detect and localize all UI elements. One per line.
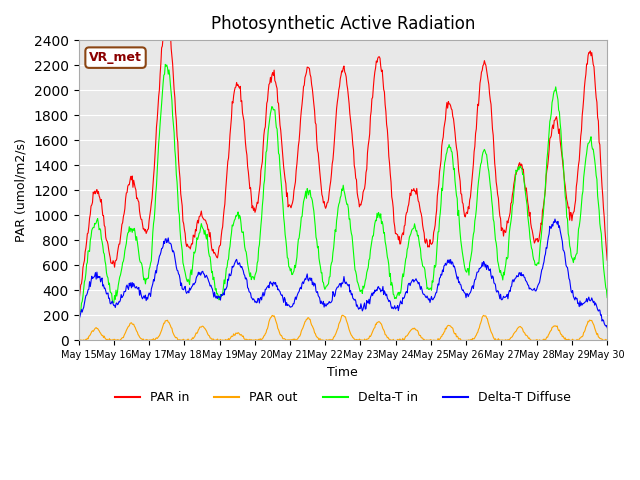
X-axis label: Time: Time xyxy=(328,366,358,379)
Legend: PAR in, PAR out, Delta-T in, Delta-T Diffuse: PAR in, PAR out, Delta-T in, Delta-T Dif… xyxy=(110,386,575,409)
Title: Photosynthetic Active Radiation: Photosynthetic Active Radiation xyxy=(211,15,475,33)
Text: VR_met: VR_met xyxy=(89,51,142,64)
Y-axis label: PAR (umol/m2/s): PAR (umol/m2/s) xyxy=(15,138,28,242)
